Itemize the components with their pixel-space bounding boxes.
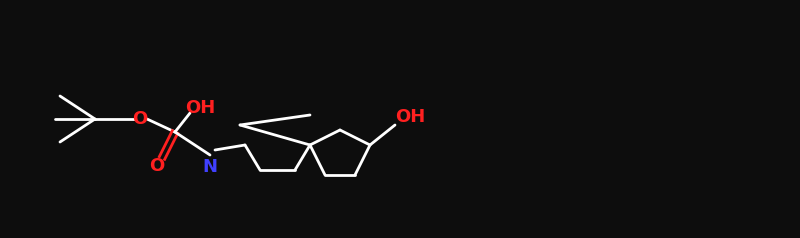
Text: OH: OH [395,108,425,126]
Text: N: N [202,158,218,176]
Text: O: O [150,157,165,175]
Text: OH: OH [185,99,215,117]
Text: O: O [132,110,148,128]
